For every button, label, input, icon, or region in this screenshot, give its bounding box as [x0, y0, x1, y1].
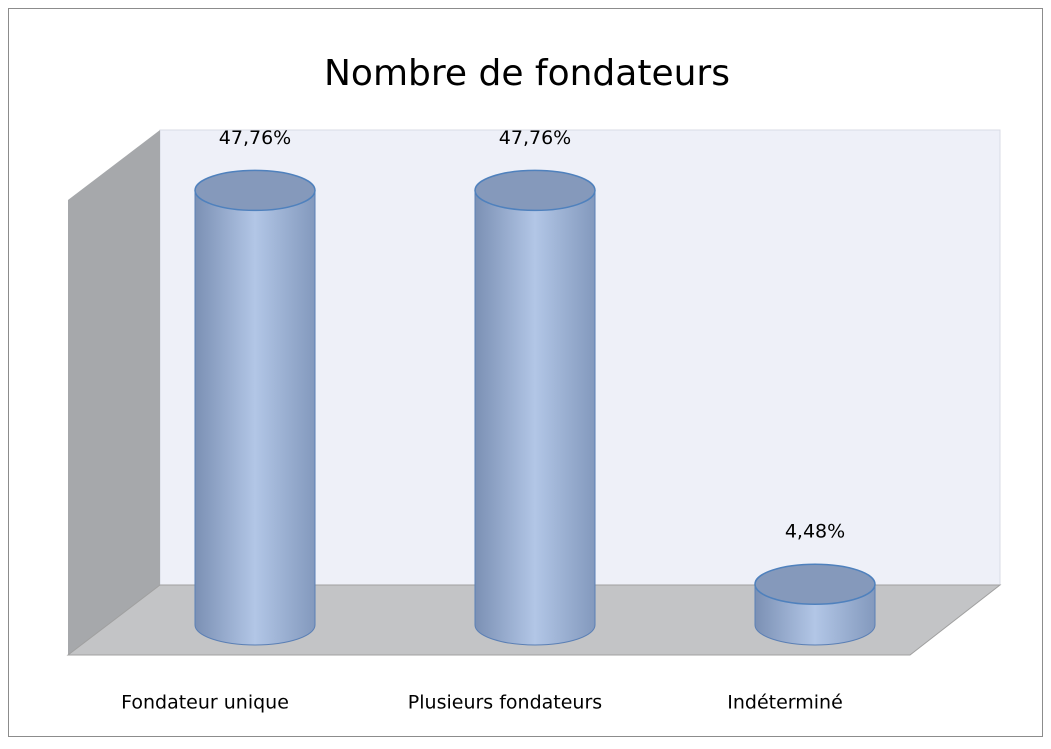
bar	[194, 189, 316, 646]
data-label: 47,76%	[499, 127, 571, 149]
data-label: 4,48%	[785, 521, 845, 543]
bar	[474, 189, 596, 646]
data-label: 47,76%	[219, 127, 291, 149]
bar-top	[194, 169, 316, 212]
x-tick-label: Fondateur unique	[121, 692, 289, 714]
x-tick-label: Indéterminé	[727, 692, 843, 714]
bar-top	[474, 169, 596, 212]
bar-top	[754, 563, 876, 605]
chart-title: Nombre de fondateurs	[324, 53, 730, 94]
side-wall	[68, 130, 160, 655]
x-tick-label: Plusieurs fondateurs	[408, 692, 602, 714]
